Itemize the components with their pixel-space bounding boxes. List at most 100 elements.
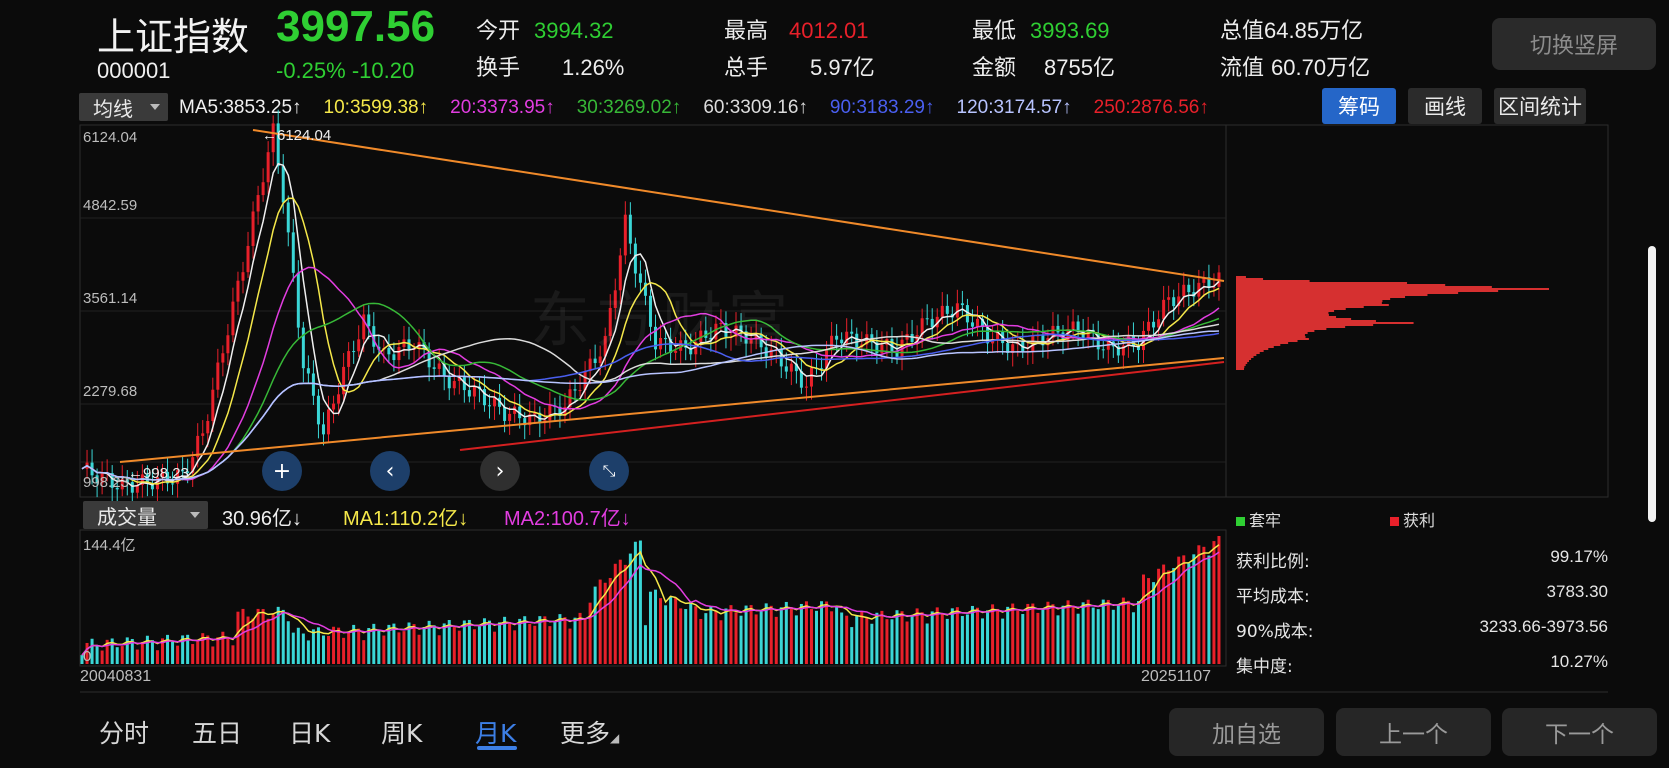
chips-button[interactable]: 筹码 <box>1322 88 1396 124</box>
chevron-left-icon: ‹ <box>385 458 395 484</box>
candle-body <box>915 335 919 342</box>
volume-indicator-dropdown[interactable]: 成交量 <box>83 501 208 529</box>
volume-bar <box>935 607 939 664</box>
candle-body <box>472 386 476 397</box>
candle-body <box>271 123 275 153</box>
tab-weekly-k[interactable]: 周K <box>381 719 423 748</box>
tab-monthly-k[interactable]: 月K <box>475 719 517 748</box>
scroll-right-button[interactable]: › <box>480 451 520 491</box>
volume-bar <box>950 608 954 664</box>
candle-body <box>986 327 990 344</box>
volume-bar <box>553 621 557 664</box>
candle-body <box>809 367 813 387</box>
volume-bar <box>241 608 245 664</box>
chip-distribution-bar <box>1236 302 1382 304</box>
add-watchlist-button[interactable]: 加自选 <box>1169 708 1324 756</box>
scroll-left-button[interactable]: ‹ <box>370 451 410 491</box>
candle-body <box>1177 296 1181 307</box>
volume-bar <box>447 620 451 664</box>
candle-body <box>628 214 632 244</box>
volume-bar <box>628 553 632 664</box>
volume-bar <box>855 616 859 664</box>
previous-button[interactable]: 上一个 <box>1336 708 1491 756</box>
chip-distribution-bar <box>1236 280 1310 282</box>
volume-bar <box>865 617 869 664</box>
volume-bar <box>472 629 476 664</box>
volume-bar <box>789 607 793 664</box>
watermark-text: 东方财富 <box>530 286 794 356</box>
candle-body <box>1121 345 1125 356</box>
candle-body <box>487 405 491 407</box>
volume-bar <box>1061 605 1065 664</box>
draw-line-button[interactable]: 画线 <box>1408 88 1482 124</box>
volume-bar <box>915 608 919 664</box>
volume-bar <box>1056 615 1060 664</box>
volume-bar <box>95 645 99 664</box>
y-axis-label: 2279.68 <box>83 383 138 400</box>
volume-bar <box>533 625 537 664</box>
volume-bar <box>603 582 607 664</box>
candle-body <box>794 363 798 372</box>
tab-daily-k[interactable]: 日K <box>289 719 331 748</box>
volume-bar <box>493 631 497 664</box>
next-button[interactable]: 下一个 <box>1502 708 1657 756</box>
switch-portrait-button[interactable]: 切换竖屏 <box>1492 18 1656 70</box>
volume-bar <box>1046 601 1050 664</box>
candle-body <box>1096 333 1100 350</box>
chip-distribution-bar <box>1236 338 1309 340</box>
tab-more[interactable]: 更多◢ <box>560 719 620 748</box>
indicator-dropdown[interactable]: 均线 <box>79 93 168 121</box>
volume-bar <box>402 631 406 664</box>
candle-body <box>261 182 265 196</box>
candle-body <box>975 318 979 327</box>
chip-distribution-bar <box>1236 296 1406 298</box>
volume-bar <box>598 579 602 664</box>
volume-bar <box>1197 545 1201 664</box>
volume-bar <box>372 623 376 664</box>
volume-bar <box>965 614 969 664</box>
candle-body <box>171 483 175 485</box>
chevron-right-icon: › <box>495 458 505 484</box>
volume-bar <box>417 634 421 664</box>
volume-bar <box>704 613 708 664</box>
tab-five-day[interactable]: 五日 <box>192 719 243 748</box>
volume-bar <box>643 625 647 664</box>
scrollbar[interactable] <box>1648 246 1656 522</box>
volume-bar <box>1172 568 1176 664</box>
candle-body <box>241 272 245 281</box>
tab-intraday[interactable]: 分时 <box>99 719 150 748</box>
range-stats-button[interactable]: 区间统计 <box>1494 88 1586 124</box>
candle-body <box>719 323 723 325</box>
candle-body <box>593 358 597 364</box>
candle-body <box>100 473 104 484</box>
volume-bar <box>739 615 743 664</box>
candle-body <box>503 406 507 421</box>
candle-body <box>186 471 190 473</box>
volume-bar <box>558 614 562 664</box>
candle-body <box>1212 286 1216 288</box>
more-corner-icon: ◢ <box>610 731 620 745</box>
chip-distribution-bar <box>1236 298 1391 300</box>
candle-body <box>447 376 451 389</box>
legend-profit: 获利 <box>1390 507 1435 531</box>
volume-ma2: MA2:100.7亿↓ <box>504 508 631 530</box>
candle-body <box>110 473 114 488</box>
volume-bar <box>1116 604 1120 664</box>
zoom-in-button[interactable]: + <box>262 451 302 491</box>
volume-bar <box>759 611 763 664</box>
candle-body <box>392 354 396 361</box>
volume-bar <box>659 598 663 664</box>
candle-body <box>115 487 119 490</box>
volume-bar <box>633 541 637 664</box>
volume-bar <box>528 623 532 664</box>
volume-bar <box>155 650 159 664</box>
candle-body <box>347 351 351 367</box>
volume-bar <box>724 608 728 664</box>
collapse-button[interactable]: ⤡ <box>589 451 629 491</box>
chip-distribution-bar <box>1236 282 1408 284</box>
candle-body <box>583 371 587 391</box>
chip-distribution-bar <box>1236 330 1315 332</box>
volume-bar <box>618 559 622 664</box>
chip-distribution-bar <box>1236 336 1306 338</box>
